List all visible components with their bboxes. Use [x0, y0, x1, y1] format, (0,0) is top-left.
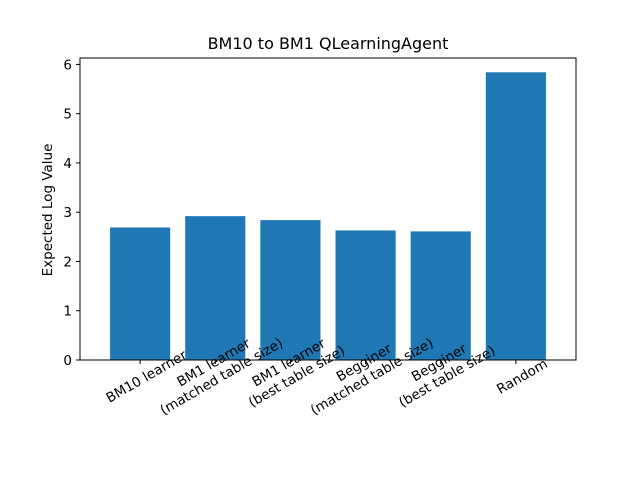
- chart-title: BM10 to BM1 QLearningAgent: [208, 34, 449, 53]
- y-tick-label: 5: [63, 107, 72, 123]
- plot-area-frame: [79, 57, 577, 361]
- bar-2: [260, 220, 321, 360]
- bar-5: [485, 72, 546, 360]
- bars-group: [110, 72, 546, 360]
- y-tick-label: 1: [63, 304, 72, 320]
- y-tick-label: 0: [63, 353, 72, 369]
- bar-4: [410, 231, 471, 360]
- y-tick-label: 4: [63, 156, 72, 172]
- bar-0: [110, 227, 171, 360]
- y-axis-label: Expected Log Value: [40, 144, 56, 277]
- y-axis-ticks: 0 1 2 3 4 5 6: [63, 57, 80, 369]
- y-tick-label: 6: [63, 57, 72, 73]
- y-tick-label: 2: [63, 254, 72, 270]
- y-tick-label: 3: [63, 205, 72, 221]
- bar-1: [185, 216, 246, 360]
- bar-3: [335, 230, 396, 360]
